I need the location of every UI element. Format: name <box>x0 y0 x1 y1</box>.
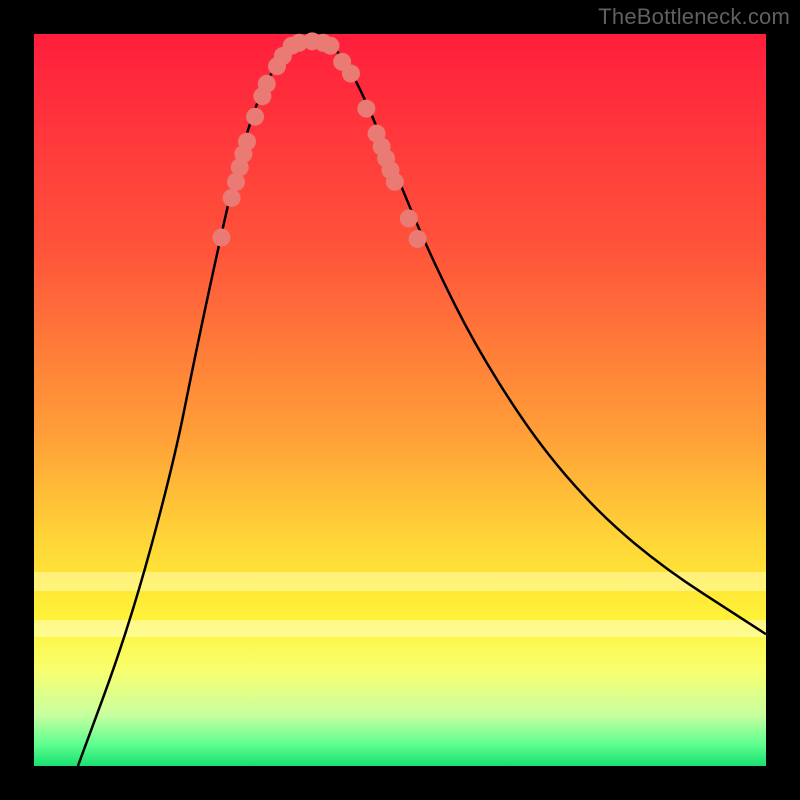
data-marker <box>238 133 256 151</box>
watermark-text: TheBottleneck.com <box>598 4 790 30</box>
data-marker <box>409 230 427 248</box>
data-marker <box>400 209 418 227</box>
data-marker <box>223 189 241 207</box>
data-marker <box>321 37 339 55</box>
data-marker <box>357 100 375 118</box>
data-marker <box>246 108 264 126</box>
curve-layer <box>34 34 766 766</box>
data-marker <box>212 228 230 246</box>
chart-frame: TheBottleneck.com <box>0 0 800 800</box>
plot-area <box>34 34 766 766</box>
data-marker <box>342 65 360 83</box>
data-marker <box>386 173 404 191</box>
data-marker <box>258 75 276 93</box>
bottleneck-curve <box>78 37 766 766</box>
